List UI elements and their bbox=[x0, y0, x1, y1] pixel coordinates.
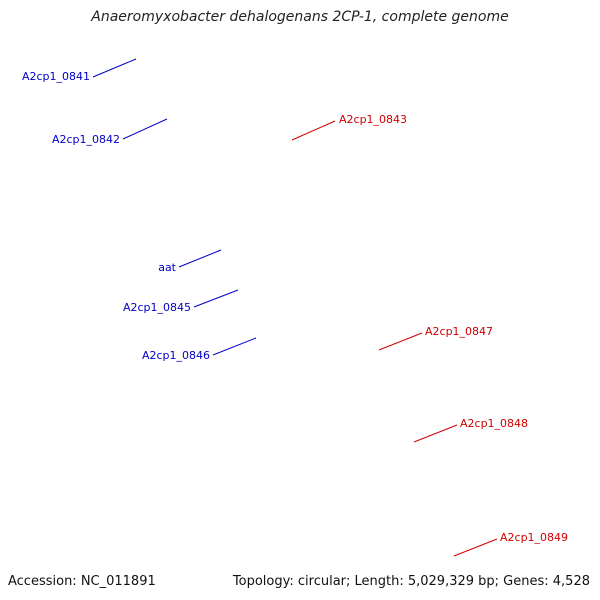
leader-line-a2cp1-0842 bbox=[122, 118, 168, 140]
leader-line-a2cp1-0841 bbox=[92, 58, 137, 78]
leader-line-a2cp1-0843 bbox=[291, 120, 336, 141]
leader-line-aat bbox=[178, 249, 222, 268]
gene-label-a2cp1-0846[interactable]: A2cp1_0846 bbox=[142, 349, 210, 362]
gene-label-a2cp1-0841[interactable]: A2cp1_0841 bbox=[22, 70, 90, 83]
gene-label-a2cp1-0848[interactable]: A2cp1_0848 bbox=[460, 417, 528, 430]
leader-line-a2cp1-0847 bbox=[378, 332, 423, 351]
leader-line-a2cp1-0845 bbox=[193, 289, 239, 308]
gene-label-aat[interactable]: aat bbox=[158, 261, 176, 274]
accession-text: Accession: NC_011891 bbox=[8, 574, 156, 589]
leader-line-a2cp1-0849 bbox=[453, 538, 498, 557]
gene-label-a2cp1-0849[interactable]: A2cp1_0849 bbox=[500, 531, 568, 544]
leader-line-a2cp1-0846 bbox=[212, 337, 257, 356]
leader-line-a2cp1-0848 bbox=[413, 424, 458, 443]
gene-label-a2cp1-0845[interactable]: A2cp1_0845 bbox=[123, 301, 191, 314]
gene-label-a2cp1-0843[interactable]: A2cp1_0843 bbox=[339, 113, 407, 126]
gene-label-a2cp1-0847[interactable]: A2cp1_0847 bbox=[425, 325, 493, 338]
genome-summary: Topology: circular; Length: 5,029,329 bp… bbox=[232, 574, 590, 589]
gene-label-a2cp1-0842[interactable]: A2cp1_0842 bbox=[52, 133, 120, 146]
map-title: Anaeromyxobacter dehalogenans 2CP-1, com… bbox=[91, 9, 509, 25]
